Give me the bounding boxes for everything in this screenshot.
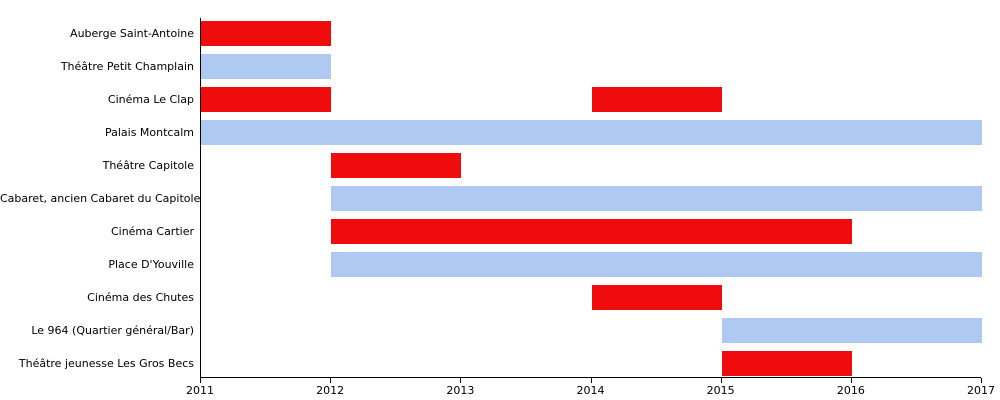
x-axis-tick-mark [850,378,852,383]
category-label: Le 964 (Quartier général/Bar) [31,323,194,337]
plot-area [200,18,982,378]
x-axis-tick-label: 2015 [706,384,735,397]
x-axis-tick-mark [720,378,722,383]
category-label: Auberge Saint-Antoine [70,26,194,40]
gantt-bar [201,20,332,46]
x-axis-tick-label: 2016 [836,384,865,397]
x-axis-tick-label: 2012 [316,384,345,397]
x-axis-tick-label: 2011 [186,384,214,397]
gantt-bar [331,185,982,211]
gantt-bar [721,317,982,343]
x-axis-tick-mark [981,378,982,383]
x-axis-tick-mark [460,378,462,383]
category-label: Théâtre Petit Champlain [60,59,194,73]
category-label: Palais Montcalm [104,125,194,139]
category-label: Théâtre jeunesse Les Gros Becs [18,356,194,370]
gantt-bar [591,284,722,310]
gantt-bar [721,350,852,376]
x-axis-tick-label: 2014 [576,384,605,397]
category-label: Théâtre Capitole [102,158,194,172]
category-label: Cinéma Cartier [110,224,194,238]
x-axis-tick-label: 2017 [967,384,995,397]
x-axis-tick-mark [590,378,592,383]
x-axis-tick-mark [200,378,201,383]
x-axis-tick-mark [330,378,332,383]
gantt-bar [201,86,332,112]
category-label: Cinéma des Chutes [87,290,194,304]
gantt-bar [331,152,462,178]
category-label: Cinéma Le Clap [107,92,194,106]
gantt-bar [201,119,982,145]
gantt-bar [331,251,982,277]
category-label: Place D'Youville [108,257,194,271]
category-label: Cabaret, ancien Cabaret du Capitole [0,191,201,205]
gantt-bar [591,86,722,112]
gantt-bar [331,218,852,244]
gantt-bar [201,53,332,79]
x-axis-tick-label: 2013 [446,384,475,397]
